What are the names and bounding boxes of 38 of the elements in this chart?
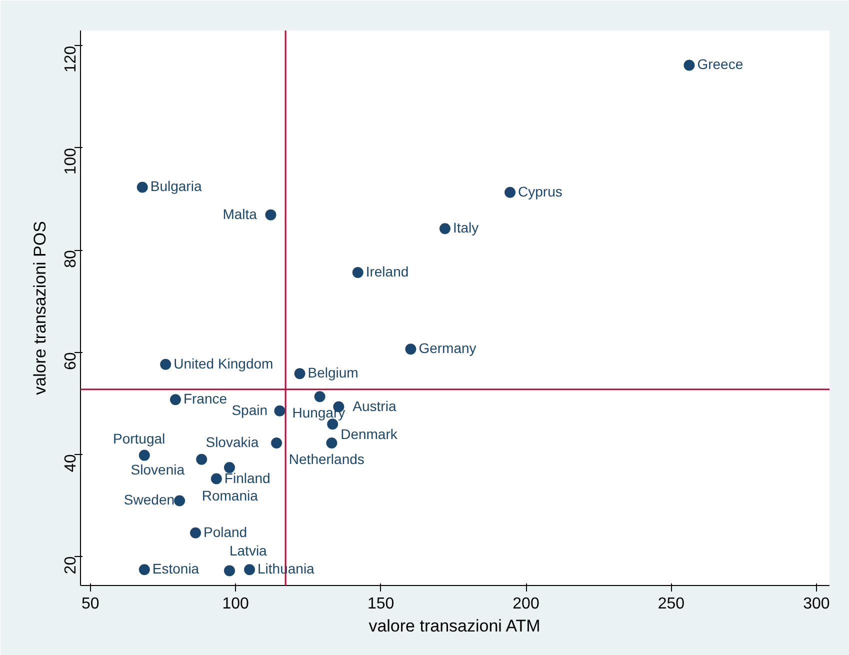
y-tick-label: 100 — [62, 148, 80, 175]
annotation: Sweden — [124, 492, 175, 508]
annotation: Ireland — [366, 264, 409, 280]
annotation: France — [183, 390, 228, 407]
annotation: Slovakia — [206, 434, 259, 450]
x-tick-label: 300 — [803, 596, 830, 612]
y-tick-label: 80 — [62, 250, 80, 268]
x-tick-label: 250 — [658, 596, 685, 612]
annotation: Bulgaria — [150, 178, 202, 194]
y-tick-label: 20 — [62, 556, 80, 574]
y-tick-label: 60 — [62, 352, 80, 370]
annotation: Latvia — [229, 542, 268, 559]
annotation: Spain — [232, 402, 268, 418]
annotation: Slovenia — [130, 461, 185, 478]
annotation: Netherlands — [288, 451, 364, 468]
annotation: Estonia — [152, 560, 200, 577]
y-tick-label: 120 — [62, 46, 80, 73]
annotation: Belgium — [308, 364, 358, 381]
x-tick-label: 150 — [367, 596, 394, 612]
annotation: Germany — [418, 340, 476, 356]
annotation: Denmark — [340, 426, 398, 442]
y-tick-label: 40 — [62, 454, 80, 472]
annotation: Austria — [352, 398, 396, 414]
annotation: Malta — [222, 206, 258, 222]
x-tick-label: 100 — [222, 596, 250, 612]
x-axis-title: valore transazioni ATM — [368, 616, 540, 636]
y-axis-title: valore transazioni POS — [30, 221, 50, 395]
annotation: Cyprus — [518, 183, 562, 200]
annotation: Poland — [204, 524, 248, 540]
annotation: Italy — [452, 220, 479, 236]
annotation: United Kingdom — [174, 355, 274, 372]
x-tick-label: 50 — [81, 596, 100, 612]
annotation: Greece — [697, 56, 744, 72]
annotation: Romania — [202, 488, 258, 504]
annotation: Portugal — [112, 430, 166, 446]
x-tick-label: 200 — [512, 596, 540, 612]
annotation: Finland — [224, 470, 270, 486]
annotation: Hungary — [292, 404, 346, 421]
